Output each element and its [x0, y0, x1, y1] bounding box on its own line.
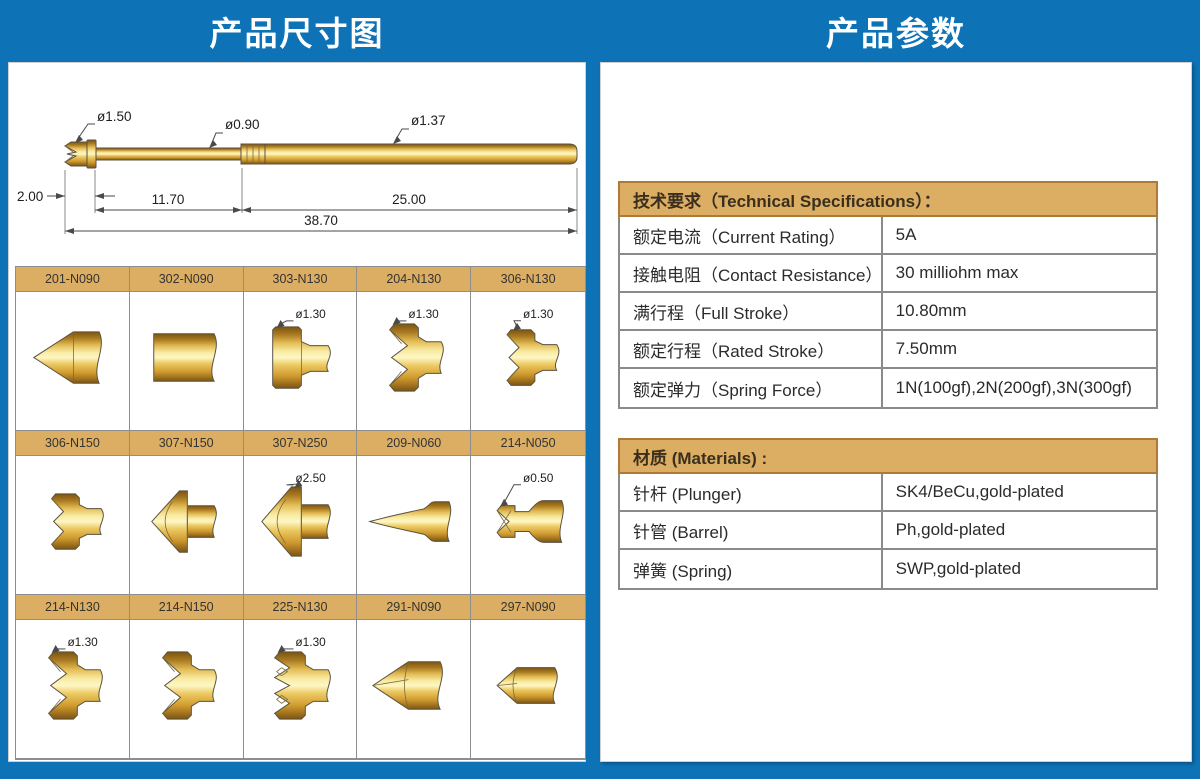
row-value: SK4/BeCu,gold-plated — [895, 482, 1064, 501]
tip-model-header: 306-N130 — [471, 267, 585, 292]
tip-drawing-cell: ø2.50 — [243, 456, 358, 595]
dim-dia-plunger: ø0.90 — [225, 117, 260, 132]
tip-drawing-svg — [368, 501, 452, 542]
dimension-panel: ø1.50 ø0.90 ø1.37 2.00 11.70 25.00 38.70 — [8, 62, 586, 762]
pin-collar — [86, 139, 97, 169]
tip-drawing-cell — [16, 456, 130, 595]
tip-diameter-label: ø1.30 — [67, 635, 98, 649]
table-row: 额定电流（Current Rating） 5A — [620, 217, 1156, 255]
tip-diameter-label: ø1.30 — [523, 307, 554, 321]
tip-drawing-cell — [16, 292, 130, 431]
tip-drawing-svg — [50, 493, 104, 550]
row-value: 1N(100gf),2N(200gf),3N(300gf) — [895, 378, 1132, 397]
dim-len-plunger: 11.70 — [152, 192, 185, 207]
tip-diameter-label: ø1.30 — [295, 635, 326, 649]
parameters-panel: 技术要求（Technical Specifications）： 额定电流（Cur… — [600, 62, 1192, 762]
specs-header: 技术要求（Technical Specifications）： — [618, 181, 1158, 217]
tip-model-header: 225-N130 — [243, 595, 358, 620]
tip-model-header: 307-N150 — [129, 431, 244, 456]
materials-header: 材质 (Materials) : — [618, 438, 1158, 474]
tip-model-header: 302-N090 — [129, 267, 244, 292]
pogo-pin-dimension-drawing: ø1.50 ø0.90 ø1.37 2.00 11.70 25.00 38.70 — [17, 109, 578, 234]
dim-len-barrel: 25.00 — [392, 192, 426, 207]
tip-model-header: 201-N090 — [16, 267, 130, 292]
tip-drawing-cell: ø1.30 — [16, 620, 130, 759]
tip-drawing-svg: ø0.50 — [496, 471, 565, 543]
row-value: 10.80mm — [895, 301, 967, 320]
row-value: SWP,gold-plated — [895, 559, 1021, 578]
tip-model-header: 209-N060 — [357, 431, 472, 456]
tip-drawing-cell: ø1.30 — [471, 292, 585, 431]
row-label: 额定弹力（Spring Force） — [620, 369, 883, 407]
tip-drawing-svg — [32, 331, 102, 384]
pin-plunger-shaft — [95, 147, 242, 161]
left-panel-title: 产品尺寸图 — [209, 15, 385, 52]
tip-drawing-svg: ø1.30 — [506, 307, 560, 386]
tip-drawing-cell: ø1.30 — [357, 292, 472, 431]
tip-style-grid: 201-N090 302-N090 303-N130 204-N130 306-N130… — [15, 266, 586, 760]
tip-model-header: 303-N130 — [243, 267, 358, 292]
right-panel-title: 产品参数 — [826, 15, 966, 52]
tip-drawing-cell — [129, 292, 244, 431]
row-label: 满行程（Full Stroke） — [620, 293, 883, 329]
dim-dia-barrel: ø1.37 — [411, 113, 446, 128]
tip-drawing-svg — [153, 333, 217, 382]
tip-drawing-cell: ø0.50 — [471, 456, 585, 595]
row-value: Ph,gold-plated — [895, 520, 1006, 539]
tip-model-header: 307-N250 — [243, 431, 358, 456]
tip-diameter-label: ø0.50 — [523, 471, 554, 485]
tip-drawing-cell — [471, 620, 585, 759]
tip-drawing-svg: ø1.30 — [271, 307, 331, 389]
row-label: 接触电阻（Contact Resistance） — [620, 255, 883, 291]
dim-len-tip: 2.00 — [17, 189, 43, 204]
table-row: 额定行程（Rated Stroke） 7.50mm — [620, 331, 1156, 369]
materials-table: 材质 (Materials) : 针杆 (Plunger) SK4/BeCu,go… — [618, 438, 1158, 590]
tip-model-header: 297-N090 — [471, 595, 585, 620]
tip-diameter-label: ø1.30 — [295, 307, 326, 321]
tip-drawing-svg — [496, 667, 558, 704]
table-row: 满行程（Full Stroke） 10.80mm — [620, 293, 1156, 331]
tip-drawing-cell — [129, 620, 244, 759]
tip-drawing-svg: ø1.30 — [389, 307, 445, 392]
tip-model-header: 291-N090 — [357, 595, 472, 620]
tip-model-header: 204-N130 — [357, 267, 472, 292]
row-value: 5A — [895, 225, 917, 244]
tip-drawing-svg — [161, 651, 217, 720]
row-label: 额定电流（Current Rating） — [620, 217, 883, 253]
row-label: 弹簧 (Spring) — [620, 550, 883, 588]
tip-model-header: 214-N130 — [16, 595, 130, 620]
tip-model-header: 306-N150 — [16, 431, 130, 456]
tip-drawing-svg — [372, 661, 444, 710]
table-row: 弹簧 (Spring) SWP,gold-plated — [620, 550, 1156, 588]
dim-dia-tip: ø1.50 — [97, 109, 132, 124]
tip-model-header: 214-N150 — [129, 595, 244, 620]
table-row: 针杆 (Plunger) SK4/BeCu,gold-plated — [620, 474, 1156, 512]
tip-diameter-label: ø2.50 — [295, 471, 326, 485]
technical-specifications-table: 技术要求（Technical Specifications）： 额定电流（Cur… — [618, 181, 1158, 409]
table-row: 针管 (Barrel) Ph,gold-plated — [620, 512, 1156, 550]
tip-drawing-svg: ø1.30 — [47, 635, 103, 720]
tip-drawing-cell: ø1.30 — [243, 292, 358, 431]
table-row: 接触电阻（Contact Resistance） 30 milliohm max — [620, 255, 1156, 293]
tip-drawing-svg: ø2.50 — [260, 471, 331, 557]
pin-barrel — [264, 143, 578, 165]
tip-drawing-cell — [357, 456, 472, 595]
tip-drawing-cell — [129, 456, 244, 595]
pin-crown-tip — [64, 141, 88, 167]
row-label: 针管 (Barrel) — [620, 512, 883, 548]
tip-model-header: 214-N050 — [471, 431, 585, 456]
table-row: 额定弹力（Spring Force） 1N(100gf),2N(200gf),3N… — [620, 369, 1156, 407]
tip-drawing-cell — [357, 620, 472, 759]
row-value: 30 milliohm max — [895, 263, 1019, 282]
dim-len-total: 38.70 — [304, 213, 338, 228]
row-label: 针杆 (Plunger) — [620, 474, 883, 510]
tip-diameter-label: ø1.30 — [409, 307, 440, 321]
tip-drawing-svg — [150, 490, 217, 553]
row-label: 额定行程（Rated Stroke） — [620, 331, 883, 367]
tip-drawing-cell: ø1.30 — [243, 620, 358, 759]
row-value: 7.50mm — [895, 339, 958, 358]
tip-drawing-svg: ø1.30 — [273, 635, 331, 720]
